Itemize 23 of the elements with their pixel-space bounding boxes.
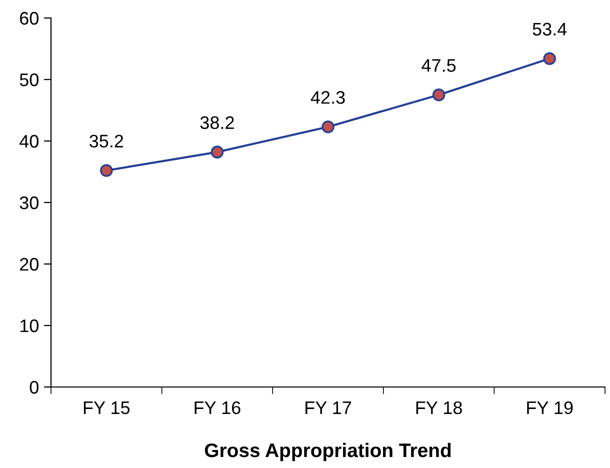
data-label: 35.2	[90, 134, 124, 148]
y-tick-label: 60	[20, 12, 38, 25]
y-tick-label: 50	[20, 73, 38, 86]
y-tick-label: 10	[20, 319, 38, 332]
x-tick-label: FY 16	[194, 401, 240, 414]
point	[322, 120, 334, 134]
y-tick-label: 0	[30, 380, 38, 394]
data-label: 47.5	[422, 59, 456, 72]
y-tick-label: 40	[20, 134, 38, 148]
point	[432, 88, 446, 102]
point	[210, 146, 224, 158]
data-label: 53.4	[532, 22, 567, 36]
data-label: 38.2	[200, 116, 234, 130]
y-tick-label: 30	[20, 196, 38, 210]
x-tick-label: FY 15	[84, 402, 130, 414]
x-tick-label: FY 19	[527, 401, 573, 414]
y-tick-label: 20	[20, 258, 38, 271]
point	[543, 52, 556, 65]
x-tick-label: FY 17	[306, 402, 352, 414]
data-label: 42.3	[310, 91, 345, 104]
point	[100, 164, 113, 177]
text: Gross Appropriation Trend	[204, 442, 451, 462]
x-tick-label: FY 18	[416, 401, 462, 414]
